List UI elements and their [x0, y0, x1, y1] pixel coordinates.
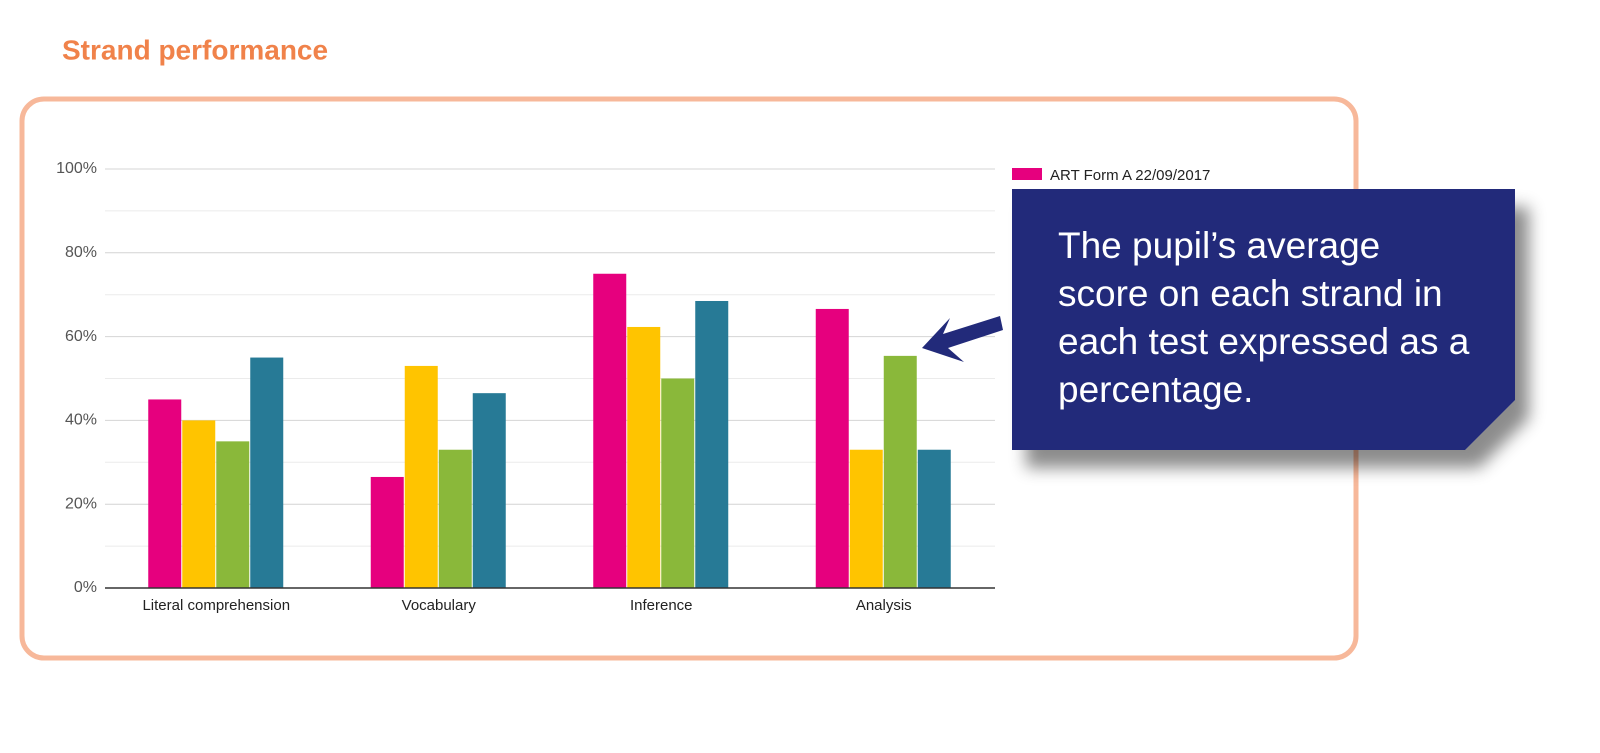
bar [250, 357, 284, 588]
y-tick-label: 40% [65, 412, 97, 429]
bar [472, 393, 506, 588]
bar [370, 476, 404, 588]
legend-swatch [1012, 168, 1042, 180]
bar [661, 378, 695, 588]
y-tick-label: 0% [74, 579, 97, 596]
bar [404, 365, 438, 588]
legend-label: ART Form A 22/09/2017 [1050, 167, 1210, 184]
bar [849, 449, 883, 588]
bar [917, 449, 951, 588]
callout-layer [922, 189, 1515, 450]
bar [438, 449, 472, 588]
callout-box [1012, 189, 1515, 450]
bar [216, 441, 250, 588]
x-tick-label: Literal comprehension [142, 597, 290, 614]
bar [883, 355, 917, 588]
y-tick-label: 100% [56, 160, 97, 177]
x-tick-label: Analysis [856, 597, 912, 614]
callout-arrow [922, 316, 1003, 362]
bar [695, 300, 729, 588]
callout-text: The pupil’s average score on each strand… [1058, 225, 1470, 410]
bar [627, 326, 661, 588]
bar [148, 399, 182, 588]
plot-area: 0% 20% 40% 60% 80% 100% Literal comprehension V… [56, 160, 995, 614]
y-tick-label: 80% [65, 244, 97, 261]
legend: ART Form A 22/09/2017 [1012, 167, 1210, 184]
bar [593, 273, 627, 588]
y-tick-label: 20% [65, 495, 97, 512]
x-tick-label: Inference [630, 597, 693, 614]
bar [815, 308, 849, 588]
bar [182, 420, 216, 588]
section-title: Strand performance [62, 34, 328, 65]
y-tick-label: 60% [65, 328, 97, 345]
x-tick-label: Vocabulary [402, 597, 477, 614]
